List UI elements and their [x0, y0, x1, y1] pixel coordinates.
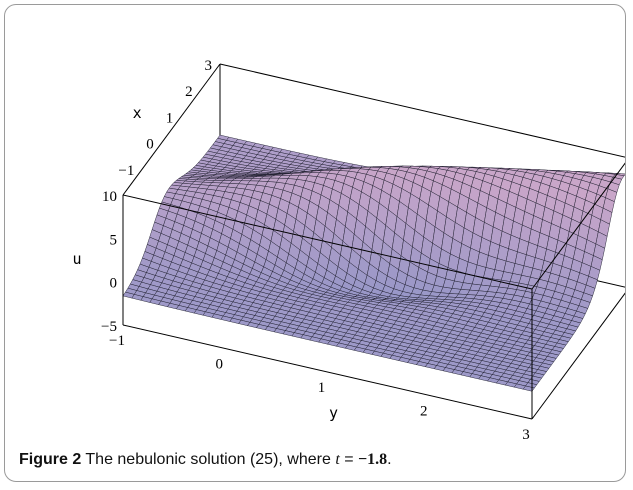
figure-frame: −1 0 1 2 3 y 10 5 0 −5 u 3 2 1 0 −1 x Figure 2 The nebul…	[4, 4, 626, 482]
x-tick-label: 1	[166, 110, 174, 126]
caption-end: .	[387, 451, 392, 468]
box-edge	[531, 292, 625, 420]
caption-value: −1.8	[358, 451, 388, 468]
z-tick-label: −5	[101, 319, 117, 335]
z-tick-label: 5	[110, 232, 118, 248]
y-tick-label: 0	[216, 357, 224, 373]
x-tick-label: 2	[185, 84, 193, 100]
z-tick-label: 0	[110, 276, 118, 292]
box-edge	[122, 194, 533, 290]
x-tick-label: 3	[205, 58, 213, 74]
box-edge	[122, 324, 533, 420]
z-axis-label: u	[72, 250, 81, 268]
surface-mesh	[122, 134, 625, 392]
box-edge	[122, 63, 221, 196]
x-tick-label: −1	[118, 163, 134, 179]
y-tick-label: −1	[109, 333, 125, 349]
caption-variable: t	[335, 451, 340, 468]
caption-text: The nebulonic solution (25), where	[85, 451, 331, 468]
y-tick-label: 2	[420, 404, 428, 420]
box-edge	[531, 162, 625, 290]
y-tick-label: 3	[522, 427, 530, 443]
z-tick-label: 10	[102, 189, 117, 205]
y-tick-label: 1	[318, 380, 326, 396]
box-edge	[219, 63, 625, 158]
y-axis-label: y	[329, 404, 338, 422]
caption-equals: =	[344, 451, 354, 468]
caption-label: Figure 2	[19, 451, 82, 468]
x-axis-label: x	[133, 104, 142, 122]
bounding-box-front	[122, 162, 625, 420]
figure-caption: Figure 2 The nebulonic solution (25), wh…	[19, 451, 619, 469]
x-tick-label: 0	[146, 137, 154, 153]
